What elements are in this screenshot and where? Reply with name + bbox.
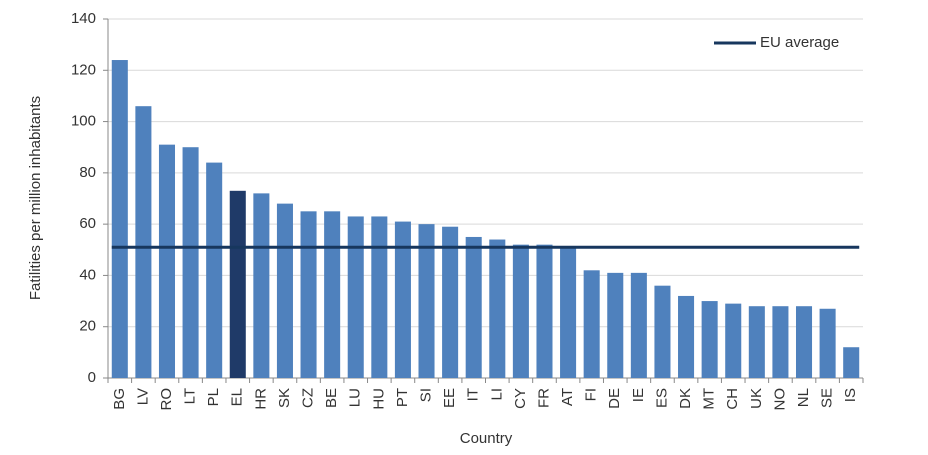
x-tick-label: BG — [111, 388, 128, 410]
bar — [182, 147, 199, 378]
x-tick-label: ES — [653, 388, 670, 408]
bar — [678, 295, 695, 378]
bar — [158, 144, 176, 378]
y-axis-title: Fatilities per million inhabitants — [27, 96, 44, 300]
bar — [630, 272, 647, 378]
x-tick-label: PT — [394, 388, 411, 407]
x-axis-title: Country — [460, 430, 513, 447]
bar — [607, 272, 624, 378]
x-tick-label: CH — [724, 388, 741, 410]
bar — [111, 60, 128, 379]
x-tick-label: NL — [795, 388, 812, 407]
x-tick-label: DK — [677, 388, 694, 409]
x-tick-label: AT — [559, 388, 576, 406]
bar — [819, 308, 836, 378]
x-tick-label: HR — [252, 388, 269, 410]
x-tick-label: IS — [842, 388, 859, 402]
x-tick-label: DE — [606, 388, 623, 409]
x-tick-label: MT — [701, 388, 718, 410]
x-tick-label: LI — [488, 388, 505, 401]
bar — [843, 347, 860, 378]
bar — [701, 301, 718, 378]
y-tick-label: 20 — [79, 318, 96, 335]
bar — [536, 244, 553, 378]
x-tick-label: HU — [370, 388, 387, 410]
x-tick-label: SI — [417, 388, 434, 402]
x-tick-label: CZ — [300, 388, 317, 408]
bar — [206, 162, 223, 378]
x-tick-label: IT — [465, 388, 482, 401]
x-tick-label: LV — [134, 388, 151, 405]
x-tick-label: CY — [512, 388, 529, 409]
y-tick-label: 140 — [71, 10, 96, 27]
x-tick-label: NO — [771, 388, 788, 411]
x-tick-label: EE — [441, 388, 458, 408]
bar — [135, 106, 152, 378]
x-tick-label: FI — [583, 388, 600, 401]
y-tick-label: 0 — [88, 369, 96, 386]
bar — [253, 193, 270, 378]
bar — [725, 303, 742, 378]
x-tick-label: SK — [276, 388, 293, 408]
bar — [489, 239, 506, 378]
x-tick-label: UK — [748, 388, 765, 409]
x-tick-label: IE — [630, 388, 647, 402]
x-tick-label: FR — [535, 388, 552, 408]
x-tick-label: LU — [347, 388, 364, 407]
y-tick-label: 40 — [79, 266, 96, 283]
bar — [394, 221, 411, 378]
legend-label: EU average — [760, 34, 839, 51]
bar — [276, 203, 293, 378]
bar — [371, 216, 388, 378]
bar — [418, 224, 435, 378]
bar — [560, 247, 577, 378]
bar — [324, 211, 341, 378]
bar — [748, 306, 765, 378]
bar — [442, 226, 459, 378]
x-tick-label: LT — [182, 388, 199, 404]
x-tick-label: EL — [229, 388, 246, 406]
x-tick-label: PL — [205, 388, 222, 406]
bar — [229, 190, 246, 378]
bar — [583, 270, 600, 378]
y-tick-label: 80 — [79, 164, 96, 181]
y-tick-label: 120 — [71, 61, 96, 78]
bar — [772, 306, 789, 378]
x-tick-label: RO — [158, 388, 175, 411]
x-tick-label: BE — [323, 388, 340, 408]
bar — [654, 285, 671, 378]
bar — [795, 306, 813, 378]
y-tick-label: 100 — [71, 113, 96, 130]
y-tick-label: 60 — [79, 215, 96, 232]
x-tick-label: SE — [819, 388, 836, 408]
bar — [465, 236, 482, 378]
bar — [512, 244, 529, 378]
bar — [347, 216, 364, 378]
bar — [300, 211, 317, 378]
